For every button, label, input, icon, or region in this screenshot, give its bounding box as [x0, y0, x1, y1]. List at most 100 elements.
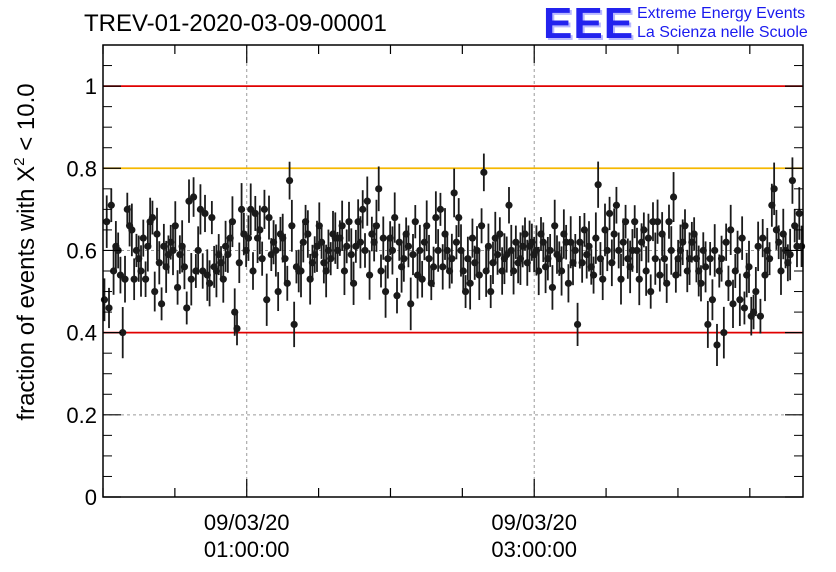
y-tick-labels: 0 0.2 0.4 0.6 0.8 1: [66, 74, 97, 510]
data-point: [299, 238, 307, 246]
data-point: [304, 230, 312, 238]
data-point: [797, 242, 806, 250]
data-point: [720, 329, 728, 337]
data-point: [388, 246, 397, 255]
data-point: [740, 304, 749, 312]
data-point: [663, 279, 671, 287]
data-point: [409, 250, 417, 259]
data-point: [557, 267, 566, 275]
data-point: [235, 259, 243, 267]
data-point: [722, 238, 730, 246]
data-point: [546, 246, 554, 255]
data-point: [285, 177, 294, 185]
data-point: [393, 292, 401, 300]
data-point: [786, 250, 794, 259]
data-point: [578, 259, 586, 267]
data-point: [244, 234, 253, 242]
data-point: [665, 218, 673, 226]
data-point: [592, 234, 600, 242]
data-point: [480, 168, 488, 176]
data-point: [205, 279, 214, 287]
data-point: [434, 246, 442, 255]
data-point: [219, 275, 227, 283]
data-point: [247, 205, 255, 213]
data-point: [448, 255, 456, 263]
data-point: [263, 296, 271, 304]
x-tick-date: 09/03/20: [204, 510, 290, 535]
data-point: [411, 218, 419, 226]
data-point: [452, 238, 461, 246]
data-point: [717, 255, 726, 263]
data-point: [605, 209, 614, 218]
data-point: [484, 242, 493, 250]
data-point: [297, 267, 305, 275]
data-point: [173, 283, 182, 292]
data-point: [432, 213, 440, 222]
y-tick-label: 0.8: [66, 156, 97, 181]
data-point: [116, 271, 125, 279]
data-point: [564, 279, 573, 287]
data-point: [644, 234, 653, 242]
data-point: [423, 222, 431, 230]
data-point: [635, 275, 643, 283]
data-point: [343, 242, 351, 250]
data-point: [535, 267, 543, 275]
data-point: [651, 255, 659, 263]
data-point: [443, 246, 451, 255]
data-point: [359, 205, 367, 213]
data-point: [461, 287, 470, 296]
data-point: [503, 250, 511, 259]
y-tick-label: 1: [85, 74, 97, 99]
data-point: [468, 234, 477, 242]
data-point: [436, 205, 445, 213]
data-point: [274, 287, 282, 296]
data-point: [756, 312, 765, 320]
data-point: [610, 230, 618, 238]
data-point: [151, 287, 159, 296]
data-point: [487, 287, 495, 296]
data-point: [724, 279, 733, 287]
y-tick-label: 0.2: [66, 403, 97, 428]
data-point: [455, 213, 463, 222]
data-point: [228, 218, 237, 226]
data-point: [493, 250, 502, 259]
data-point: [372, 222, 381, 230]
data-point: [400, 255, 408, 263]
data-point: [603, 246, 611, 255]
eee-logo-mark: EEE: [543, 0, 635, 48]
data-point: [475, 271, 483, 279]
data-point: [256, 226, 264, 234]
data-point: [777, 267, 785, 275]
data-point: [704, 320, 712, 329]
data-point: [642, 267, 650, 275]
y-tick-label: 0.4: [66, 321, 97, 346]
data-point: [775, 238, 783, 246]
data-point: [265, 213, 273, 222]
data-point: [137, 267, 145, 275]
data-point: [509, 267, 518, 275]
data-point: [349, 279, 358, 287]
data-point: [571, 246, 579, 255]
data-point: [708, 296, 717, 304]
data-point: [283, 279, 291, 287]
data-point: [477, 222, 486, 230]
data-point: [361, 246, 369, 255]
data-point: [482, 267, 490, 275]
data-point: [153, 230, 161, 238]
data-point: [713, 341, 721, 349]
data-point: [404, 242, 413, 250]
data-point: [733, 246, 742, 255]
data-point: [761, 271, 769, 279]
data-point: [647, 287, 655, 296]
data-point: [272, 246, 280, 255]
y-tick-label: 0.6: [66, 238, 97, 263]
data-point: [381, 287, 390, 296]
run-title: TREV-01-2020-03-09-00001: [84, 10, 387, 37]
data-point: [347, 250, 355, 259]
data-point: [795, 209, 803, 218]
data-points: [100, 153, 806, 366]
data-point: [233, 324, 241, 333]
data-point: [407, 300, 415, 308]
data-point: [180, 263, 189, 271]
